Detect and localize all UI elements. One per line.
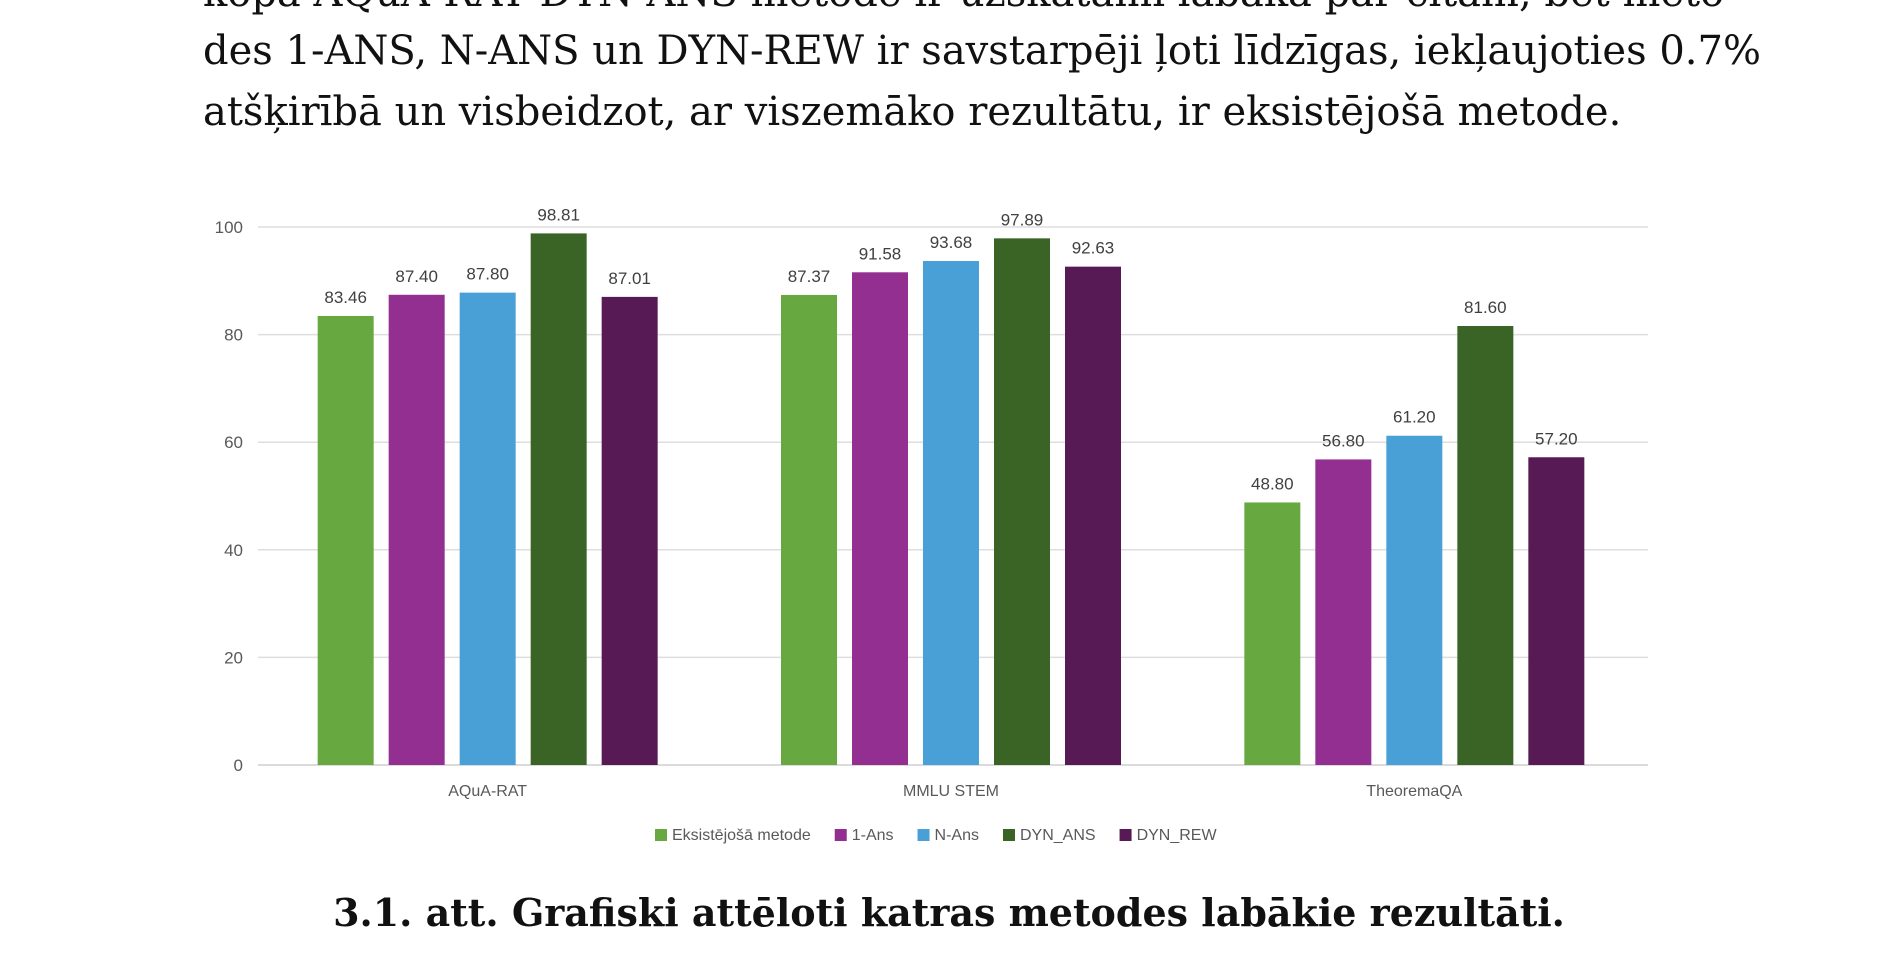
y-tick-label: 80 — [224, 326, 243, 345]
bar — [923, 261, 979, 765]
bar-value-label: 87.40 — [395, 267, 438, 286]
paragraph-line-2: des 1-ANS, N-ANS un DYN-REW ir savstarpē… — [203, 28, 1761, 74]
bar-value-label: 57.20 — [1535, 429, 1578, 448]
legend-label: DYN_ANS — [1020, 827, 1096, 844]
bar-value-label: 98.81 — [537, 205, 580, 224]
legend-label: Eksistējošā metode — [672, 827, 811, 844]
chart-legend: Eksistējošā metode 1-Ans N-Ans DYN_ANS DYN_R… — [655, 827, 1217, 844]
bar-value-label: 87.01 — [608, 269, 651, 288]
bar — [601, 296, 658, 765]
y-axis-tick-labels: 0 20 40 60 80 100 — [215, 218, 243, 775]
x-category-label: TheoremaQA — [1366, 783, 1462, 800]
y-tick-label: 0 — [234, 756, 243, 775]
legend-label: DYN_REW — [1137, 827, 1218, 844]
bar-value-label: 56.80 — [1322, 431, 1365, 450]
legend-swatch — [655, 829, 667, 841]
legend-swatch — [1119, 829, 1132, 841]
bar — [530, 233, 587, 765]
legend-swatch — [917, 829, 930, 841]
bar-chart: 0 20 40 60 80 100 83.46 87.40 87.80 98.81 87.01 87… — [215, 205, 1648, 844]
bar-value-label: 97.89 — [1001, 210, 1044, 229]
legend-swatch — [834, 829, 847, 841]
bar-value-label: 81.60 — [1464, 298, 1507, 317]
bar — [1244, 502, 1301, 765]
legend-label: 1-Ans — [852, 827, 894, 844]
bar — [852, 272, 908, 765]
bar-value-label: 91.58 — [859, 244, 902, 263]
paragraph-line-1: kopā AQuA-RAT DYN-ANS metode ir uzskatām… — [203, 0, 1738, 16]
legend-label: N-Ans — [935, 827, 979, 844]
bar-value-label: 87.80 — [466, 265, 509, 284]
bar-value-label: 87.37 — [788, 267, 831, 286]
y-tick-label: 100 — [215, 218, 243, 237]
bar — [317, 315, 374, 765]
bar — [388, 294, 445, 765]
chart-bars — [317, 233, 1585, 765]
legend-swatch — [1002, 829, 1015, 841]
bar-value-label: 83.46 — [324, 288, 367, 307]
chart-value-labels: 83.46 87.40 87.80 98.81 87.01 87.37 91.58 93.68… — [324, 205, 1577, 493]
bar — [1065, 266, 1121, 765]
bar — [1528, 457, 1585, 765]
bar-value-label: 61.20 — [1393, 408, 1436, 427]
y-tick-label: 60 — [224, 433, 243, 452]
y-tick-label: 40 — [224, 541, 243, 560]
paragraph-line-3: atšķirībā un visbeidzot, ar viszemāko re… — [203, 89, 1622, 135]
bar — [781, 294, 837, 765]
bar — [994, 238, 1050, 765]
bar-value-label: 92.63 — [1072, 239, 1115, 258]
bar — [1315, 459, 1372, 765]
bar — [1457, 325, 1514, 765]
bar — [459, 292, 516, 765]
x-category-label: MMLU STEM — [903, 783, 999, 800]
y-tick-label: 20 — [224, 648, 243, 667]
bar — [1386, 435, 1443, 765]
bar-value-label: 93.68 — [930, 233, 973, 252]
figure-caption: 3.1. att. Grafiski attēloti katras metod… — [333, 890, 1565, 935]
bar-value-label: 48.80 — [1251, 474, 1294, 493]
x-axis-category-labels: AQuA-RAT MMLU STEM TheoremaQA — [448, 783, 1462, 800]
x-category-label: AQuA-RAT — [448, 783, 527, 800]
